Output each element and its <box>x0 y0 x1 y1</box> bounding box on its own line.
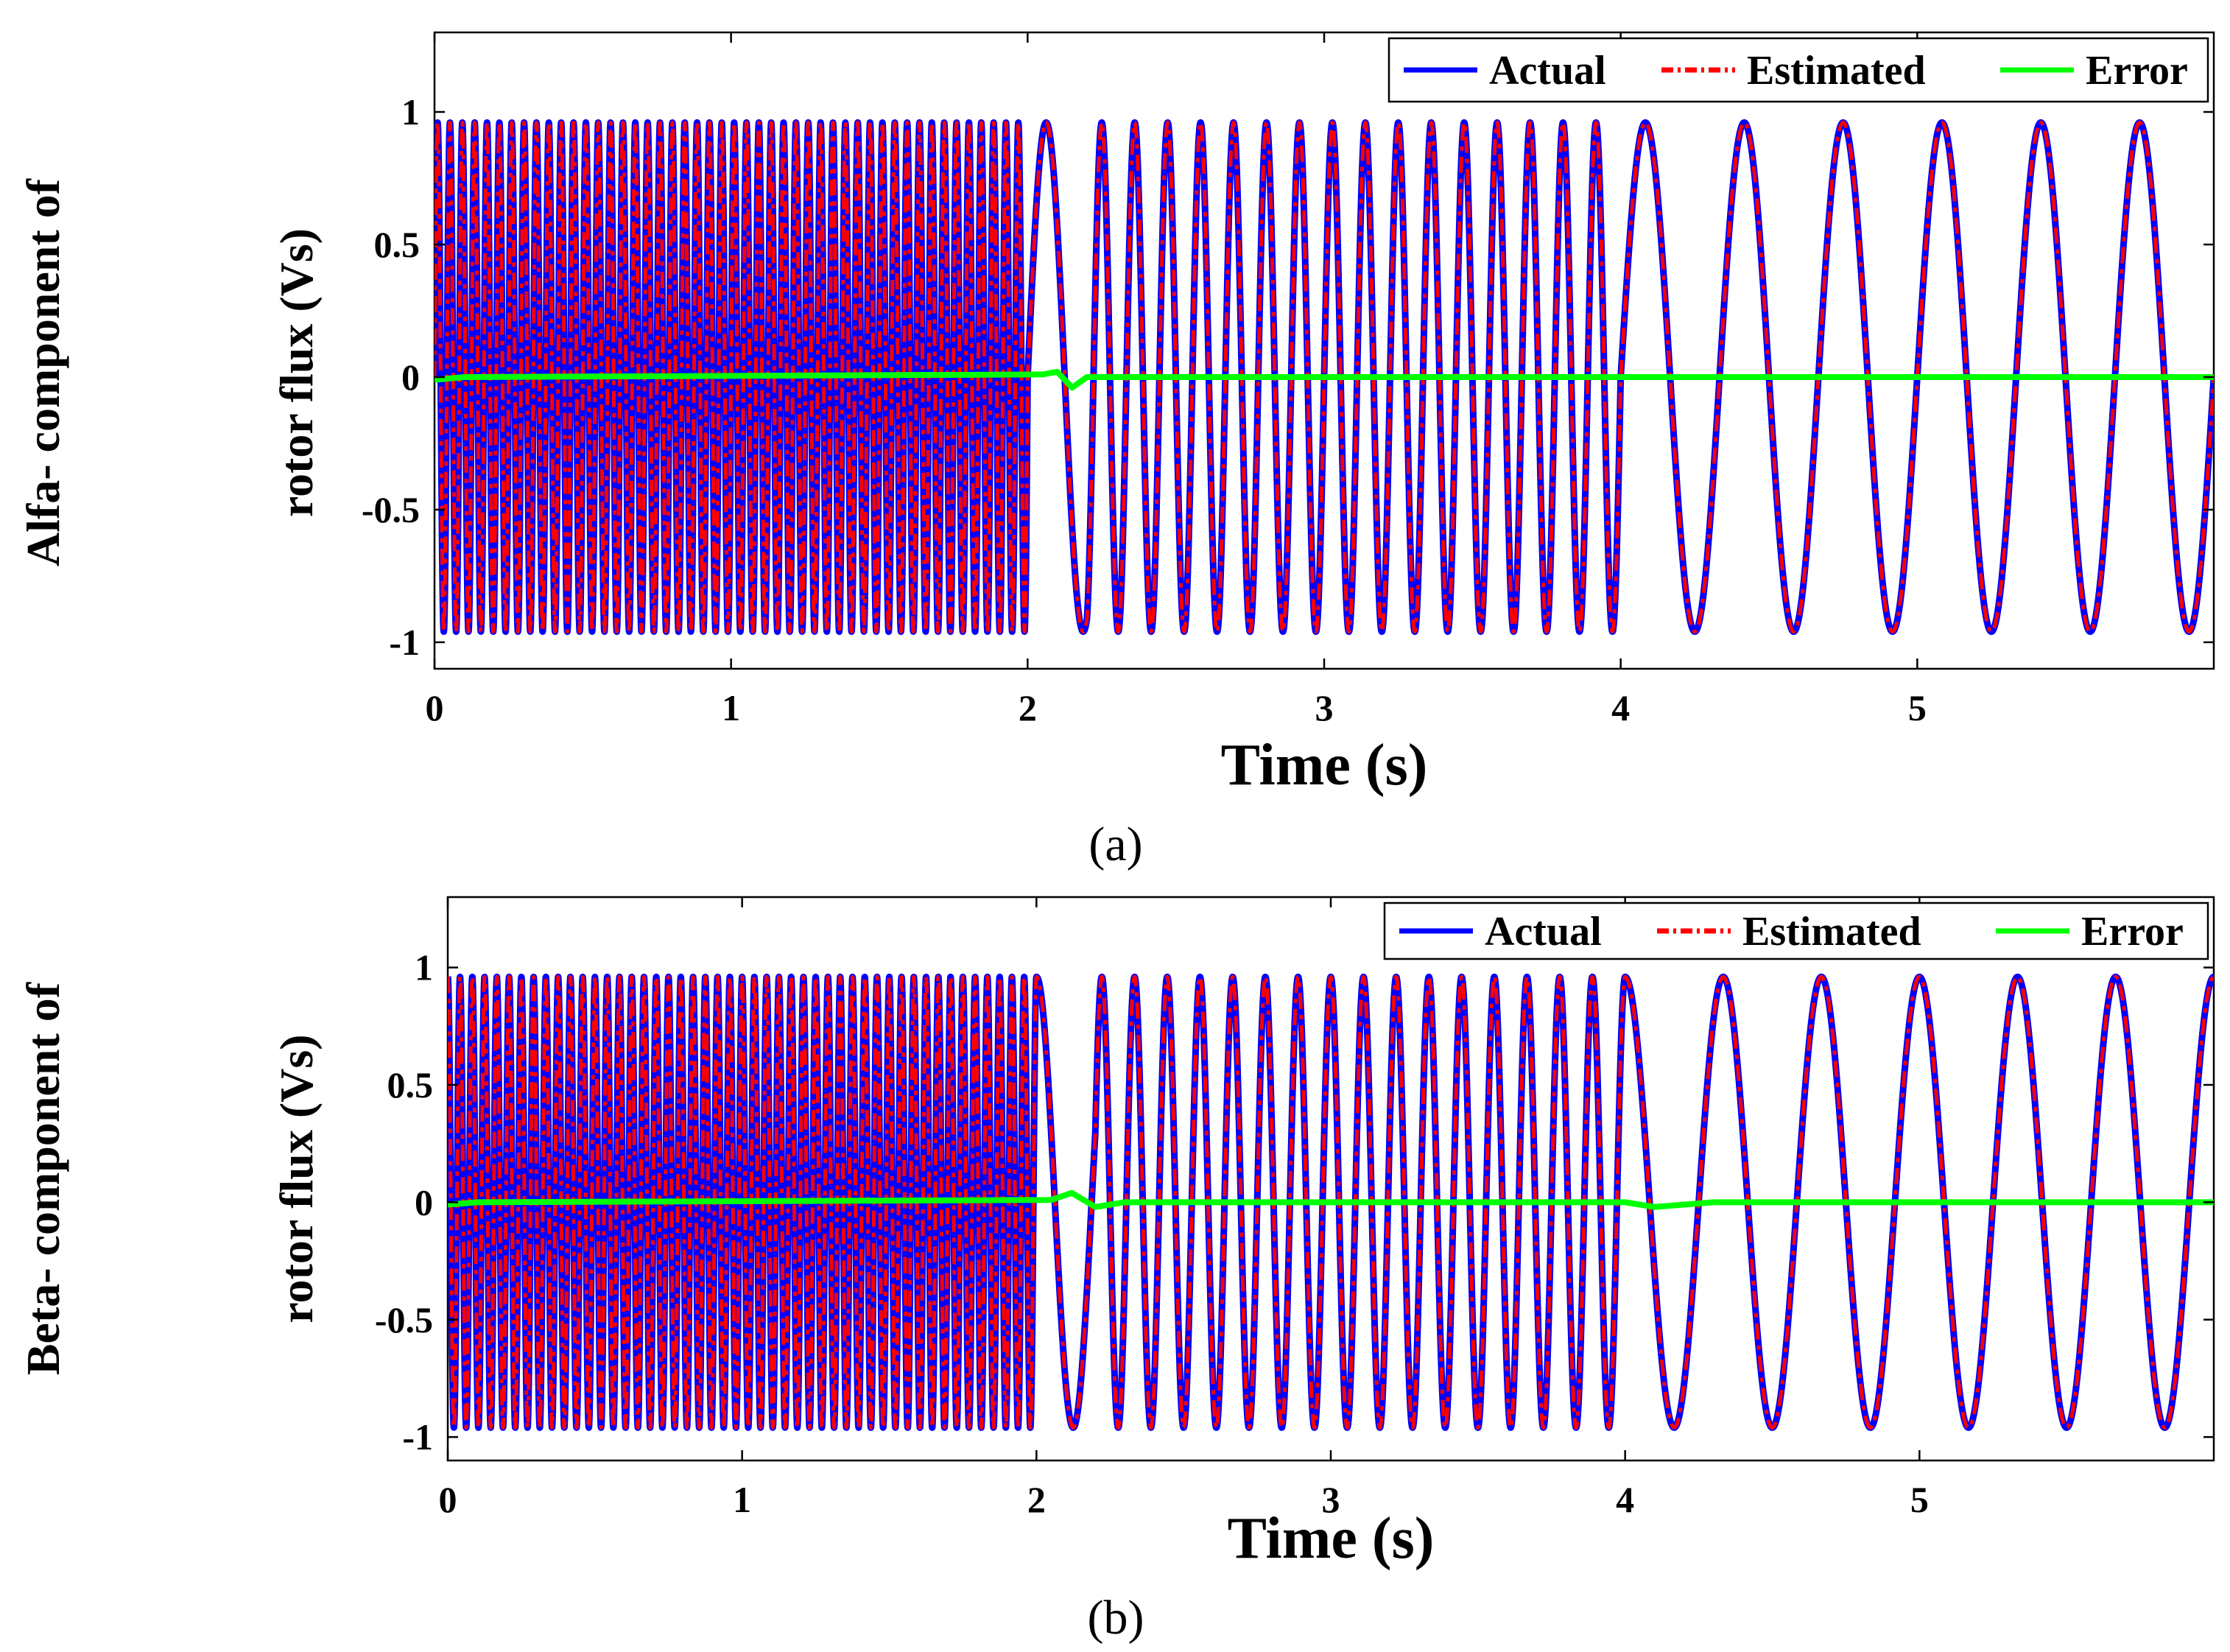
x-axis-title: Time (s) <box>1221 733 1428 798</box>
panel-caption: (b) <box>1088 1591 1144 1645</box>
y-axis-title-line: rotor flux (Vs) <box>270 228 323 517</box>
y-tick-label: 0.5 <box>387 1064 434 1106</box>
y-tick-label: 1 <box>401 91 420 133</box>
x-tick-label: 1 <box>733 1479 751 1520</box>
x-tick-label: 3 <box>1315 687 1334 728</box>
legend-label-actual: Actual <box>1485 909 1602 955</box>
y-axis-title-line: rotor flux (Vs) <box>270 1034 323 1323</box>
y-tick-label: 1 <box>415 947 433 988</box>
x-tick-label: 0 <box>439 1479 457 1520</box>
legend-label-error: Error <box>2081 909 2184 955</box>
series-estimated-line <box>448 974 2214 1430</box>
legend: Actual Estimated Error <box>1383 901 2209 960</box>
y-tick-label: -0.5 <box>362 489 420 530</box>
chart-panel-a: 0 1 2 3 4 5 -1 -0.5 0 0.5 1 Time (s) Alfa- component… <box>17 31 2215 871</box>
y-axis-title-line: Beta- component of <box>17 982 69 1375</box>
legend-label-estimated: Estimated <box>1742 909 1921 955</box>
legend: Actual Estimated Error <box>1387 37 2209 103</box>
x-tick-label: 4 <box>1616 1479 1634 1520</box>
y-axis-title-line: Alfa- component of <box>17 178 69 566</box>
series-error-line <box>448 1189 2214 1210</box>
legend-label-actual: Actual <box>1489 48 1606 94</box>
data-layer <box>435 119 2214 636</box>
x-tick-label: 5 <box>1908 687 1927 728</box>
panel-caption: (a) <box>1088 818 1142 871</box>
x-tick-label: 2 <box>1027 1479 1046 1520</box>
legend-label-error: Error <box>2086 48 2188 94</box>
series-error-line <box>435 368 2214 391</box>
x-tick-label: 1 <box>722 687 740 728</box>
y-tick-label: -0.5 <box>375 1299 433 1340</box>
x-tick-label: 5 <box>1910 1479 1929 1520</box>
legend-label-estimated: Estimated <box>1747 48 1926 94</box>
y-tick-label: 0.5 <box>374 224 421 265</box>
y-tick-label: 0 <box>415 1181 433 1223</box>
chart-panel-b: 0 1 2 3 4 5 -1 -0.5 0 0.5 1 Time (s) Beta- component… <box>17 896 2215 1645</box>
y-tick-label: 0 <box>401 356 420 398</box>
x-tick-label: 4 <box>1611 687 1630 728</box>
y-tick-label: -1 <box>389 622 420 663</box>
x-tick-label: 2 <box>1019 687 1037 728</box>
y-tick-label: -1 <box>402 1416 433 1458</box>
x-tick-label: 0 <box>426 687 444 728</box>
legend-box <box>1383 901 2209 960</box>
data-layer <box>448 973 2214 1431</box>
x-tick-label: 3 <box>1322 1479 1340 1520</box>
x-axis-title: Time (s) <box>1228 1506 1435 1571</box>
